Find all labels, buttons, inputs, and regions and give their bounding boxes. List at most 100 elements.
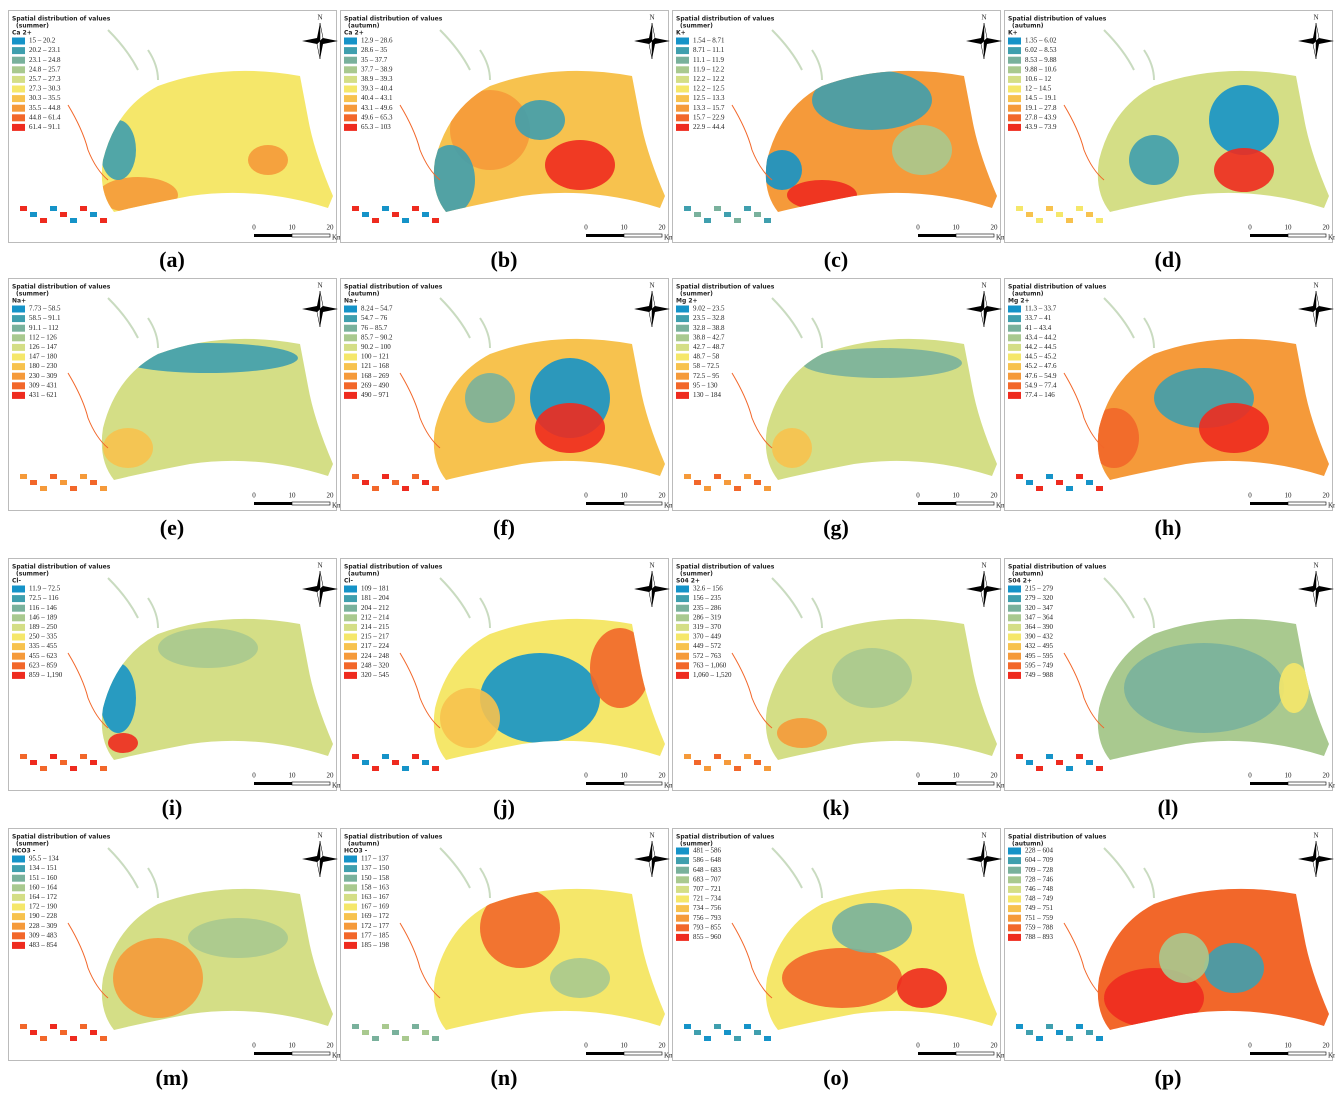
- legend-swatch: [12, 672, 25, 679]
- legend-swatch: [344, 363, 357, 370]
- panel-title: Spatial distribution of values: [1008, 564, 1107, 571]
- panel-title: Spatial distribution of values: [676, 834, 775, 841]
- scale-label: 0: [916, 492, 920, 500]
- legend-label: 683 – 707: [693, 875, 722, 883]
- legend-label: 756 – 793: [693, 914, 722, 922]
- legend-label: 6.02 – 8.53: [1025, 46, 1057, 54]
- legend-label: 595 – 749: [1025, 661, 1054, 669]
- legend-swatch: [676, 354, 689, 361]
- legend-label: 1.54 – 8.71: [693, 37, 725, 45]
- legend-label: 859 – 1,190: [29, 671, 63, 679]
- scale-label: 20: [659, 772, 667, 780]
- legend-label: 214 – 215: [361, 623, 390, 631]
- island: [392, 1030, 399, 1035]
- legend-label: 32.8 – 38.8: [693, 324, 725, 332]
- legend-label: 20.2 – 23.1: [29, 46, 61, 54]
- panel-season: (summer): [680, 571, 713, 578]
- island: [1076, 474, 1083, 479]
- island: [60, 212, 67, 217]
- legend-swatch: [344, 894, 357, 901]
- legend-swatch: [12, 392, 25, 399]
- island: [60, 480, 67, 485]
- scale-label: 10: [289, 772, 297, 780]
- island: [402, 766, 409, 771]
- panel-title: Spatial distribution of values: [676, 16, 775, 23]
- legend-label: 734 – 756: [693, 904, 722, 912]
- legend-swatch: [344, 354, 357, 361]
- legend-label: 23.1 – 24.8: [29, 56, 61, 64]
- scale-label: 10: [289, 1042, 297, 1050]
- legend-swatch: [12, 932, 25, 939]
- panel-title: Spatial distribution of values: [1008, 834, 1107, 841]
- legend-swatch: [1008, 382, 1021, 389]
- zone: [832, 903, 912, 953]
- scale-label: 20: [327, 224, 335, 232]
- legend-swatch: [344, 653, 357, 660]
- legend-swatch: [676, 605, 689, 612]
- panel-caption: (b): [491, 247, 518, 272]
- legend-swatch: [344, 86, 357, 93]
- scale-label: 20: [659, 1042, 667, 1050]
- island: [694, 212, 701, 217]
- island: [684, 474, 691, 479]
- legend-label: 41 – 43.4: [1025, 324, 1052, 332]
- scale-bar-b: [624, 782, 662, 785]
- island: [1056, 212, 1063, 217]
- legend-swatch: [12, 306, 25, 313]
- panel-ion: HCO3 -: [344, 848, 368, 855]
- legend-label: 235 – 286: [693, 604, 722, 612]
- legend-label: 347 – 364: [1025, 613, 1054, 621]
- legend-swatch: [1008, 605, 1021, 612]
- legend-swatch: [1008, 124, 1021, 131]
- island: [20, 754, 27, 759]
- legend-label: 746 – 748: [1025, 885, 1054, 893]
- island: [402, 1036, 409, 1041]
- legend-label: 12.9 – 28.6: [361, 37, 393, 45]
- legend-label: 763 – 1,060: [693, 661, 727, 669]
- scale-label: 20: [659, 492, 667, 500]
- panel-season: (autumn): [1012, 23, 1044, 30]
- island: [20, 206, 27, 211]
- scale-label: 0: [584, 772, 588, 780]
- legend-swatch: [12, 382, 25, 389]
- island: [1096, 218, 1103, 223]
- legend-swatch: [12, 643, 25, 650]
- scale-label: 0: [1248, 1042, 1252, 1050]
- legend-swatch: [676, 124, 689, 131]
- scale-bar-b: [1288, 1052, 1326, 1055]
- panel-season: (summer): [16, 571, 49, 578]
- island: [744, 754, 751, 759]
- scale-bar-a: [918, 1052, 956, 1055]
- zone: [108, 733, 138, 753]
- legend-swatch: [12, 913, 25, 920]
- panel-ion: K+: [1008, 30, 1018, 37]
- zone: [1204, 943, 1264, 993]
- legend-swatch: [344, 38, 357, 45]
- legend-swatch: [676, 382, 689, 389]
- legend-label: 490 – 971: [361, 391, 390, 399]
- scale-label: 10: [953, 1042, 961, 1050]
- legend-label: 215 – 217: [361, 633, 390, 641]
- legend-swatch: [12, 595, 25, 602]
- zone: [1129, 135, 1179, 185]
- scale-bar-b: [956, 1052, 994, 1055]
- island: [50, 1024, 57, 1029]
- north-label: N: [317, 14, 322, 22]
- legend-label: 146 – 189: [29, 613, 58, 621]
- scale-bar-a: [586, 782, 624, 785]
- island: [422, 480, 429, 485]
- legend-swatch: [344, 672, 357, 679]
- legend-swatch: [676, 66, 689, 73]
- island: [1016, 754, 1023, 759]
- island: [724, 480, 731, 485]
- panel-ion: S04 2+: [676, 578, 700, 585]
- panel-title: Spatial distribution of values: [344, 284, 443, 291]
- zone: [772, 428, 812, 468]
- legend-label: 45.2 – 47.6: [1025, 362, 1057, 370]
- legend-swatch: [344, 634, 357, 641]
- scale-label: 20: [991, 772, 999, 780]
- legend-swatch: [344, 662, 357, 669]
- legend-swatch: [1008, 306, 1021, 313]
- island: [734, 486, 741, 491]
